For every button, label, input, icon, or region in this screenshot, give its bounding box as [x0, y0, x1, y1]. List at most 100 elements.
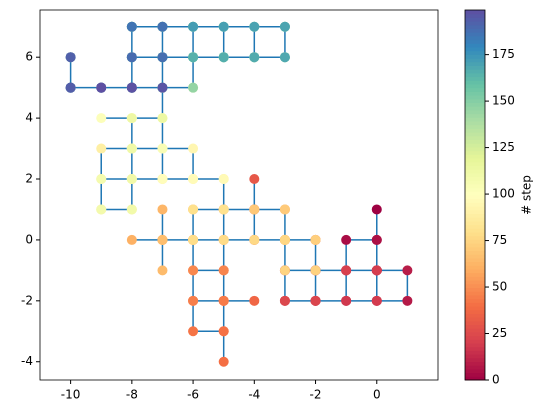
colorbar-segment: [465, 109, 485, 115]
step-point: [96, 82, 107, 93]
step-point: [218, 234, 229, 245]
colorbar-label: # step: [520, 175, 534, 215]
step-point: [126, 113, 137, 124]
colorbar-segment: [465, 195, 485, 200]
colorbar-segment: [465, 165, 485, 170]
step-point: [126, 204, 137, 215]
x-tick-label: -10: [61, 388, 81, 402]
colorbar-segment: [465, 76, 485, 81]
step-point: [249, 52, 260, 63]
colorbar-segment: [465, 21, 485, 26]
step-point: [126, 21, 137, 32]
y-tick-label: 2: [25, 172, 33, 186]
colorbar-tick-label: 100: [492, 187, 515, 201]
step-point: [157, 234, 168, 245]
colorbar-segment: [465, 58, 485, 63]
step-point: [279, 21, 290, 32]
colorbar-segment: [465, 235, 485, 240]
colorbar-segment: [465, 261, 485, 266]
colorbar-segment: [465, 368, 485, 374]
step-point: [65, 82, 76, 93]
colorbar-segment: [465, 250, 485, 255]
colorbar-segment: [465, 317, 485, 322]
colorbar-segment: [465, 206, 485, 211]
step-point: [341, 234, 352, 245]
colorbar-segment: [465, 161, 485, 166]
colorbar-tick-label: 25: [492, 326, 507, 340]
step-point: [126, 234, 137, 245]
step-point: [310, 295, 321, 306]
colorbar-segment: [465, 102, 485, 107]
colorbar-segment: [465, 80, 485, 85]
colorbar-frame: [464, 9, 486, 381]
colorbar-segment: [465, 254, 485, 259]
colorbar-segment: [465, 350, 485, 355]
step-point: [126, 143, 137, 154]
step-point: [218, 21, 229, 32]
colorbar-segment: [465, 69, 485, 74]
colorbar-segment: [465, 47, 485, 52]
colorbar-segment: [465, 246, 485, 251]
colorbar-segment: [465, 283, 485, 288]
step-point: [157, 143, 168, 154]
colorbar-segment: [465, 313, 485, 318]
step-point: [188, 174, 199, 185]
colorbar-segment: [465, 217, 485, 222]
y-tick-label: -4: [21, 354, 33, 368]
colorbar-segment: [465, 343, 485, 348]
step-point: [279, 52, 290, 63]
step-point: [310, 234, 321, 245]
colorbar-segment: [465, 146, 485, 152]
step-point: [218, 174, 229, 185]
y-tick-label: 0: [25, 232, 33, 246]
step-point: [65, 52, 76, 63]
step-point: [157, 82, 168, 93]
colorbar-segment: [465, 372, 485, 377]
step-point: [371, 265, 382, 276]
step-point: [188, 234, 199, 245]
colorbar-segment: [465, 328, 485, 333]
colorbar-segment: [465, 158, 485, 163]
colorbar-segment: [465, 121, 485, 126]
x-tick-label: -2: [310, 388, 322, 402]
x-tick-label: -4: [248, 388, 260, 402]
colorbar-segment: [465, 28, 485, 33]
colorbar-segment: [465, 265, 485, 270]
step-point: [96, 204, 107, 215]
step-point: [126, 82, 137, 93]
colorbar-segment: [465, 309, 485, 314]
colorbar-segment: [465, 150, 485, 155]
step-point: [188, 265, 199, 276]
step-point: [188, 52, 199, 63]
colorbar-segment: [465, 357, 485, 362]
colorbar-segment: [465, 324, 485, 329]
colorbar-segment: [465, 61, 485, 66]
colorbar-segment: [465, 243, 485, 248]
colorbar-segment: [465, 354, 485, 359]
colorbar-segment: [465, 198, 485, 203]
colorbar-segment: [465, 154, 485, 159]
colorbar-segment: [465, 183, 485, 189]
colorbar-segment: [465, 306, 485, 311]
colorbar-segment: [465, 128, 485, 133]
colorbar-segment: [465, 132, 485, 137]
y-tick-label: 6: [25, 50, 33, 64]
step-point: [188, 295, 199, 306]
step-point: [279, 295, 290, 306]
colorbar-segment: [465, 143, 485, 148]
step-point: [249, 234, 260, 245]
colorbar-segment: [465, 202, 485, 207]
step-point: [279, 204, 290, 215]
colorbar-segment: [465, 39, 485, 44]
x-tick-label: -8: [126, 388, 138, 402]
step-point: [249, 21, 260, 32]
step-point: [249, 204, 260, 215]
colorbar-segment: [465, 17, 485, 22]
y-tick-label: -2: [21, 293, 33, 307]
colorbar-segment: [465, 220, 485, 226]
colorbar-segment: [465, 294, 485, 300]
step-point: [371, 234, 382, 245]
step-point: [218, 295, 229, 306]
colorbar-segment: [465, 87, 485, 92]
colorbar-segment: [465, 365, 485, 370]
